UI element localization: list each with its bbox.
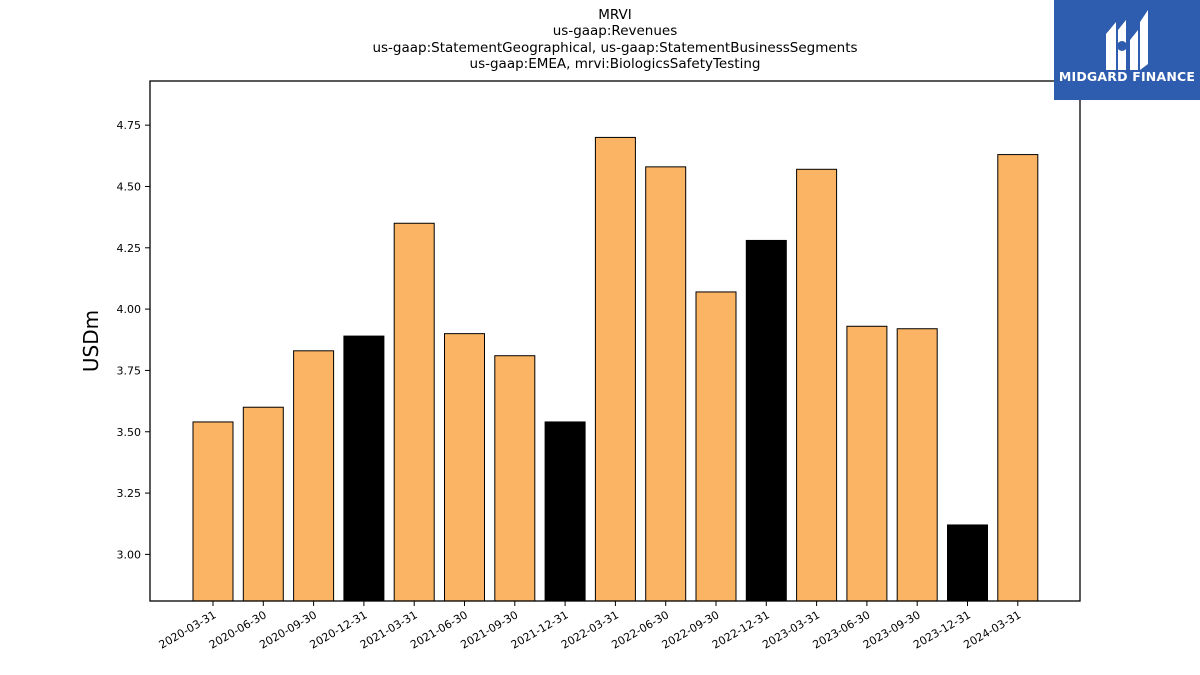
bar-2023-06-30 [846,325,888,602]
bar-2021-03-31 [393,222,435,602]
y-axis-label: USDm [79,310,103,372]
plot-frame [149,80,1081,602]
bar-2024-03-31 [997,154,1039,602]
chart-title-line-1: MRVI [598,7,632,23]
chart-title-line-4: us-gaap:EMEA, mrvi:BiologicsSafetyTestin… [469,55,761,72]
logo-text: MIDGARD FINANCE [1058,69,1196,84]
y-tick-label: 4.25 [117,242,142,255]
y-tick-label: 4.00 [117,303,142,316]
y-tick-label: 3.75 [117,364,142,377]
y-tick-label: 4.50 [117,180,142,193]
logo-mark-icon [1054,0,1200,100]
chart-title-line-2: us-gaap:Revenues [552,23,678,40]
bar-2022-06-30 [645,166,687,602]
bar-2022-12-31 [745,239,787,602]
bar-2020-12-31 [343,335,385,602]
bars-group [192,136,1039,602]
logo-background [1054,0,1200,100]
bar-2021-09-30 [494,355,536,602]
logo-symbol [1106,10,1148,70]
chart-title: MRVI us-gaap:Revenues us-gaap:StatementG… [150,7,1080,72]
midgard-finance-logo: MIDGARD FINANCE [1054,0,1200,100]
y-tick-label: 3.50 [117,426,142,439]
x-tick-label: 2024-03-31 [961,608,1023,651]
chart-title-line-3: us-gaap:StatementGeographical, us-gaap:S… [372,39,858,56]
bar-2020-09-30 [293,350,335,602]
bar-2021-12-31 [544,421,586,602]
bar-2023-09-30 [896,328,938,602]
x-axis: 2020-03-312020-06-302020-09-302020-12-31… [157,601,1023,652]
bar-2023-03-31 [796,168,838,602]
bar-2020-03-31 [192,421,234,602]
bar-2022-03-31 [594,136,636,602]
y-tick-label: 4.75 [117,119,142,132]
y-tick-label: 3.00 [117,548,142,561]
bar-2021-06-30 [444,333,485,602]
bar-2022-09-30 [695,291,737,602]
y-axis: 3.00 3.25 3.50 3.75 4.00 4.25 4.50 4.75 [117,119,150,561]
y-tick-label: 3.25 [117,487,142,500]
bar-2020-06-30 [242,406,284,602]
bar-2023-12-31 [947,524,988,602]
